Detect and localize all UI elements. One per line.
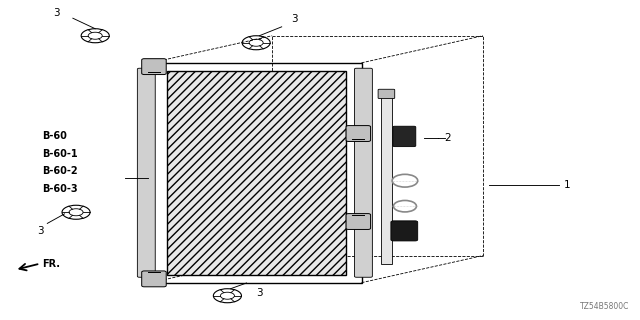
FancyBboxPatch shape	[346, 125, 371, 141]
FancyBboxPatch shape	[141, 271, 166, 287]
FancyBboxPatch shape	[378, 89, 395, 99]
Text: 2: 2	[445, 133, 451, 143]
FancyBboxPatch shape	[141, 59, 166, 75]
Bar	[381, 92, 392, 264]
Text: 3: 3	[38, 226, 44, 236]
FancyBboxPatch shape	[346, 213, 371, 229]
Text: 1: 1	[564, 180, 571, 190]
Text: FR.: FR.	[42, 259, 60, 268]
Text: TZ54B5800C: TZ54B5800C	[580, 302, 630, 311]
Text: 3: 3	[54, 8, 60, 19]
Text: B-60-2: B-60-2	[42, 166, 78, 176]
Text: B-60-3: B-60-3	[42, 184, 78, 194]
FancyBboxPatch shape	[393, 126, 416, 147]
FancyBboxPatch shape	[355, 68, 372, 277]
Text: 3: 3	[291, 14, 298, 24]
Polygon shape	[167, 71, 346, 275]
Text: 3: 3	[256, 288, 262, 298]
FancyBboxPatch shape	[138, 68, 156, 277]
Text: B-60-1: B-60-1	[42, 148, 78, 159]
Text: B-60: B-60	[42, 131, 67, 141]
FancyBboxPatch shape	[391, 221, 418, 241]
